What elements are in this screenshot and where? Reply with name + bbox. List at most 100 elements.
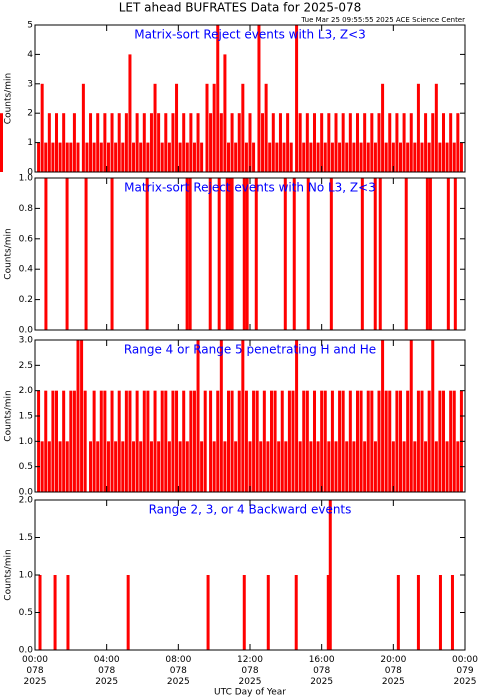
impulse-bar [139,142,143,172]
y-tick-label: 0.4 [19,265,34,275]
impulse-bar [291,390,295,492]
impulse-bar [313,113,316,172]
impulse-bar [200,441,204,492]
impulse-bar [420,142,424,172]
impulse-bar [0,113,3,172]
impulse-bar [456,441,460,492]
impulse-bar [185,178,189,330]
impulse-bar [449,113,453,172]
impulse-bar [167,441,171,492]
impulse-bar [388,113,392,172]
impulse-bar [384,142,388,172]
impulse-bar [92,390,96,492]
impulse-bar [227,390,230,492]
impulse-bar [399,142,402,172]
x-tick-label-line: 00:00 [452,655,478,665]
impulse-bar [145,178,149,330]
impulse-bar [241,340,245,492]
impulse-bar [320,390,324,492]
impulse-bar [124,390,128,492]
y-axis-label: Counts/min [4,73,14,124]
impulse-bar [305,113,309,172]
impulse-bar [434,83,438,172]
impulse-bar [110,178,114,330]
impulse-bar [80,340,84,492]
impulse-bar [149,113,153,172]
impulse-bar [360,178,364,330]
x-tick-label: 16:00 078 2025 [309,655,335,687]
impulse-bar [377,113,381,172]
impulse-bar [292,178,296,330]
impulse-bar [196,340,200,492]
impulse-bar [47,113,51,172]
impulse-bar [295,25,299,172]
impulse-bar [259,441,263,492]
impulse-bar [352,441,356,492]
x-tick-label-line: 078 [313,666,330,676]
impulse-bar [99,142,103,172]
impulse-bar [391,441,395,492]
impulse-bar [142,113,146,172]
impulse-bar [431,340,435,492]
impulse-bar [200,142,204,172]
impulse-bar [345,441,349,492]
impulse-bar [378,178,382,330]
y-tick-label: 3.0 [19,336,34,346]
impulse-bar [53,575,57,650]
impulse-bar [320,113,324,172]
impulse-bar [124,113,128,172]
impulse-bar [153,83,157,172]
impulse-bar [377,390,381,492]
impulse-bar [406,390,410,492]
y-tick-label: 2.5 [19,361,33,371]
impulse-bar [438,390,442,492]
x-tick-label-line: 2025 [310,677,333,687]
impulse-bar [51,390,55,492]
impulse-bar [160,390,164,492]
impulse-bar [146,390,150,492]
x-tick-label-line: 2025 [24,677,47,687]
impulse-bar [117,113,121,172]
impulse-bar [450,575,454,650]
impulse-bar [359,390,363,492]
impulse-bar [305,390,309,492]
y-axis-label: Counts/min [4,390,14,441]
impulse-bar [103,390,107,492]
impulse-bar [65,178,69,330]
impulse-bar [212,83,216,172]
y-tick-label: 0.6 [19,234,34,244]
impulse-bar [352,142,356,172]
impulse-bar [242,575,246,650]
impulse-bar [446,178,450,330]
impulse-bar [132,142,136,172]
impulse-bar [114,441,118,492]
impulse-bar [92,142,96,172]
impulse-bar [248,113,252,172]
impulse-bar [316,441,320,492]
impulse-bar [294,575,298,650]
impulse-bar [72,390,76,492]
impulse-bar [188,178,192,330]
y-tick-label: 0.8 [19,204,34,214]
impulse-bar [164,113,168,172]
x-tick-label-line: 08:00 [165,655,191,665]
impulse-bar [381,83,385,172]
impulse-bar [326,575,330,650]
impulse-bar [277,441,281,492]
impulse-bar [55,113,58,172]
y-tick-label: 4 [27,50,33,60]
impulse-bar [146,142,150,172]
x-tick-label-line: 16:00 [309,655,335,665]
impulse-bar [142,390,146,492]
impulse-bar [65,441,69,492]
impulse-bar [209,390,213,492]
x-tick-label: 20:00 078 2025 [380,655,406,687]
x-tick-label-line: 078 [241,666,258,676]
impulse-bar [329,178,333,330]
y-tick-label: 2.0 [19,386,34,396]
impulse-bar [334,113,338,172]
impulse-bar [442,390,445,492]
impulse-bar [182,113,186,172]
impulse-bar [359,142,363,172]
impulse-bar [445,142,449,172]
